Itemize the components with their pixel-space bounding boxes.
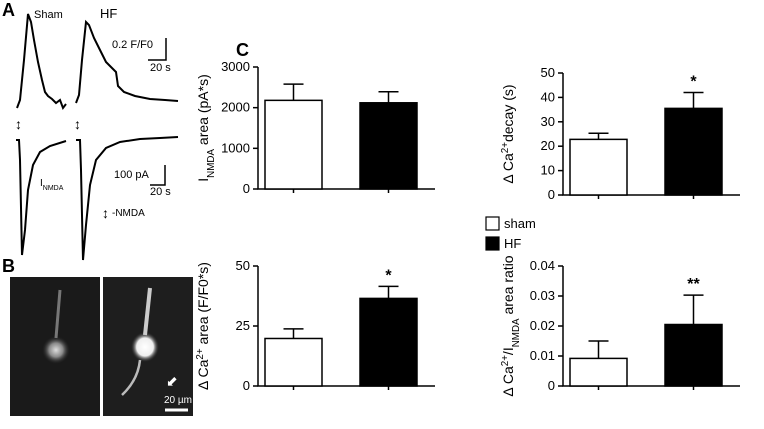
y-tick-label: 0 (548, 187, 555, 202)
error-bar (283, 83, 304, 101)
label-part: I (195, 178, 211, 182)
label-part: area ratio (500, 255, 516, 318)
error-bar (283, 328, 304, 339)
bar (359, 297, 418, 387)
scale-label: 20 µm (164, 395, 192, 406)
nmda-arrow: ↕ (15, 116, 22, 132)
label-part: NMDA (43, 185, 64, 192)
legend-label: HF (504, 236, 521, 251)
error-bar (683, 91, 704, 109)
y-tick-label: 0 (243, 378, 250, 393)
legend-label: sham (504, 216, 536, 231)
scale-bar (148, 38, 167, 61)
scale-label: 20 s (150, 62, 171, 74)
scale-label: 20 s (150, 186, 171, 198)
nmda-arrow: ↕ (102, 205, 109, 221)
label-part: /I (500, 347, 516, 355)
y-axis-label: Δ Ca2+/INMDA area ratio (500, 255, 522, 396)
bar (569, 138, 628, 196)
label-part: Δ Ca (500, 366, 516, 397)
y-tick-label: 50 (236, 258, 250, 273)
y-tick-label: 30 (541, 114, 555, 129)
dendrite (121, 359, 142, 396)
significance: * (690, 74, 697, 91)
bar (569, 357, 628, 387)
current-label: INMDA (40, 178, 64, 192)
label-part: area (F/F0*s) (195, 262, 211, 348)
y-axis-label: Δ Ca2+ area (F/F0*s) (195, 262, 212, 390)
y-tick-label: 0.04 (530, 258, 555, 273)
panel-label: C (236, 40, 249, 60)
error-bar (378, 285, 399, 299)
y-tick-label: 10 (541, 163, 555, 178)
label-part: decay (s) (500, 84, 516, 142)
current-trace (16, 139, 67, 256)
current-trace (76, 136, 179, 261)
trace-label: Sham (34, 9, 63, 21)
panel-label: A (2, 0, 15, 20)
bar (359, 102, 418, 190)
y-tick-label: 0.02 (530, 318, 555, 333)
scale-bar (150, 165, 166, 186)
y-tick-label: 50 (541, 65, 555, 80)
label-part: NMDA (206, 149, 217, 178)
scale-label: 100 pA (114, 169, 150, 181)
y-tick-label: 3000 (221, 59, 250, 74)
nmda-label: -NMDA (112, 208, 145, 219)
y-axis-label: INMDA area (pA*s) (195, 74, 217, 181)
scale-label: 0.2 F/F0 (112, 39, 153, 51)
bar (664, 323, 723, 387)
calcium-trace (16, 13, 67, 111)
y-tick-label: 1000 (221, 140, 250, 155)
y-tick-label: 0.03 (530, 288, 555, 303)
y-tick-label: 2000 (221, 100, 250, 115)
label-part: NMDA (511, 318, 522, 347)
label-part: I (40, 178, 43, 189)
cell (131, 332, 159, 362)
bar (664, 107, 723, 196)
error-bar (588, 340, 609, 359)
y-tick-label: 25 (236, 318, 250, 333)
dendrite (54, 289, 62, 339)
error-bar (378, 91, 399, 103)
legend-swatch (485, 236, 500, 251)
error-bar (683, 294, 704, 325)
label-part: Δ Ca (195, 359, 211, 390)
y-axis-label: Δ Ca2+decay (s) (500, 84, 517, 183)
y-tick-label: 20 (541, 138, 555, 153)
dendrite (143, 287, 152, 336)
trace-label: HF (100, 6, 117, 21)
bar (264, 337, 323, 387)
y-tick-label: 0.01 (530, 348, 555, 363)
label-part: Δ Ca (500, 153, 516, 184)
label-part: 2+ (500, 355, 511, 366)
panel-label: B (2, 256, 15, 276)
label-part: area (pA*s) (195, 74, 211, 149)
cell (42, 336, 70, 364)
bar (264, 99, 323, 190)
label-part: 2+ (500, 142, 511, 153)
label-part: 2+ (195, 348, 206, 359)
significance: * (385, 267, 392, 284)
y-tick-label: 40 (541, 89, 555, 104)
y-tick-label: 0 (243, 181, 250, 196)
error-bar (588, 132, 609, 140)
calcium-trace (75, 19, 179, 104)
significance: ** (687, 276, 700, 293)
y-tick-label: 0 (548, 378, 555, 393)
arrow: ⬋ (166, 373, 178, 389)
legend-swatch (485, 216, 500, 231)
nmda-arrow: ↕ (74, 116, 81, 132)
